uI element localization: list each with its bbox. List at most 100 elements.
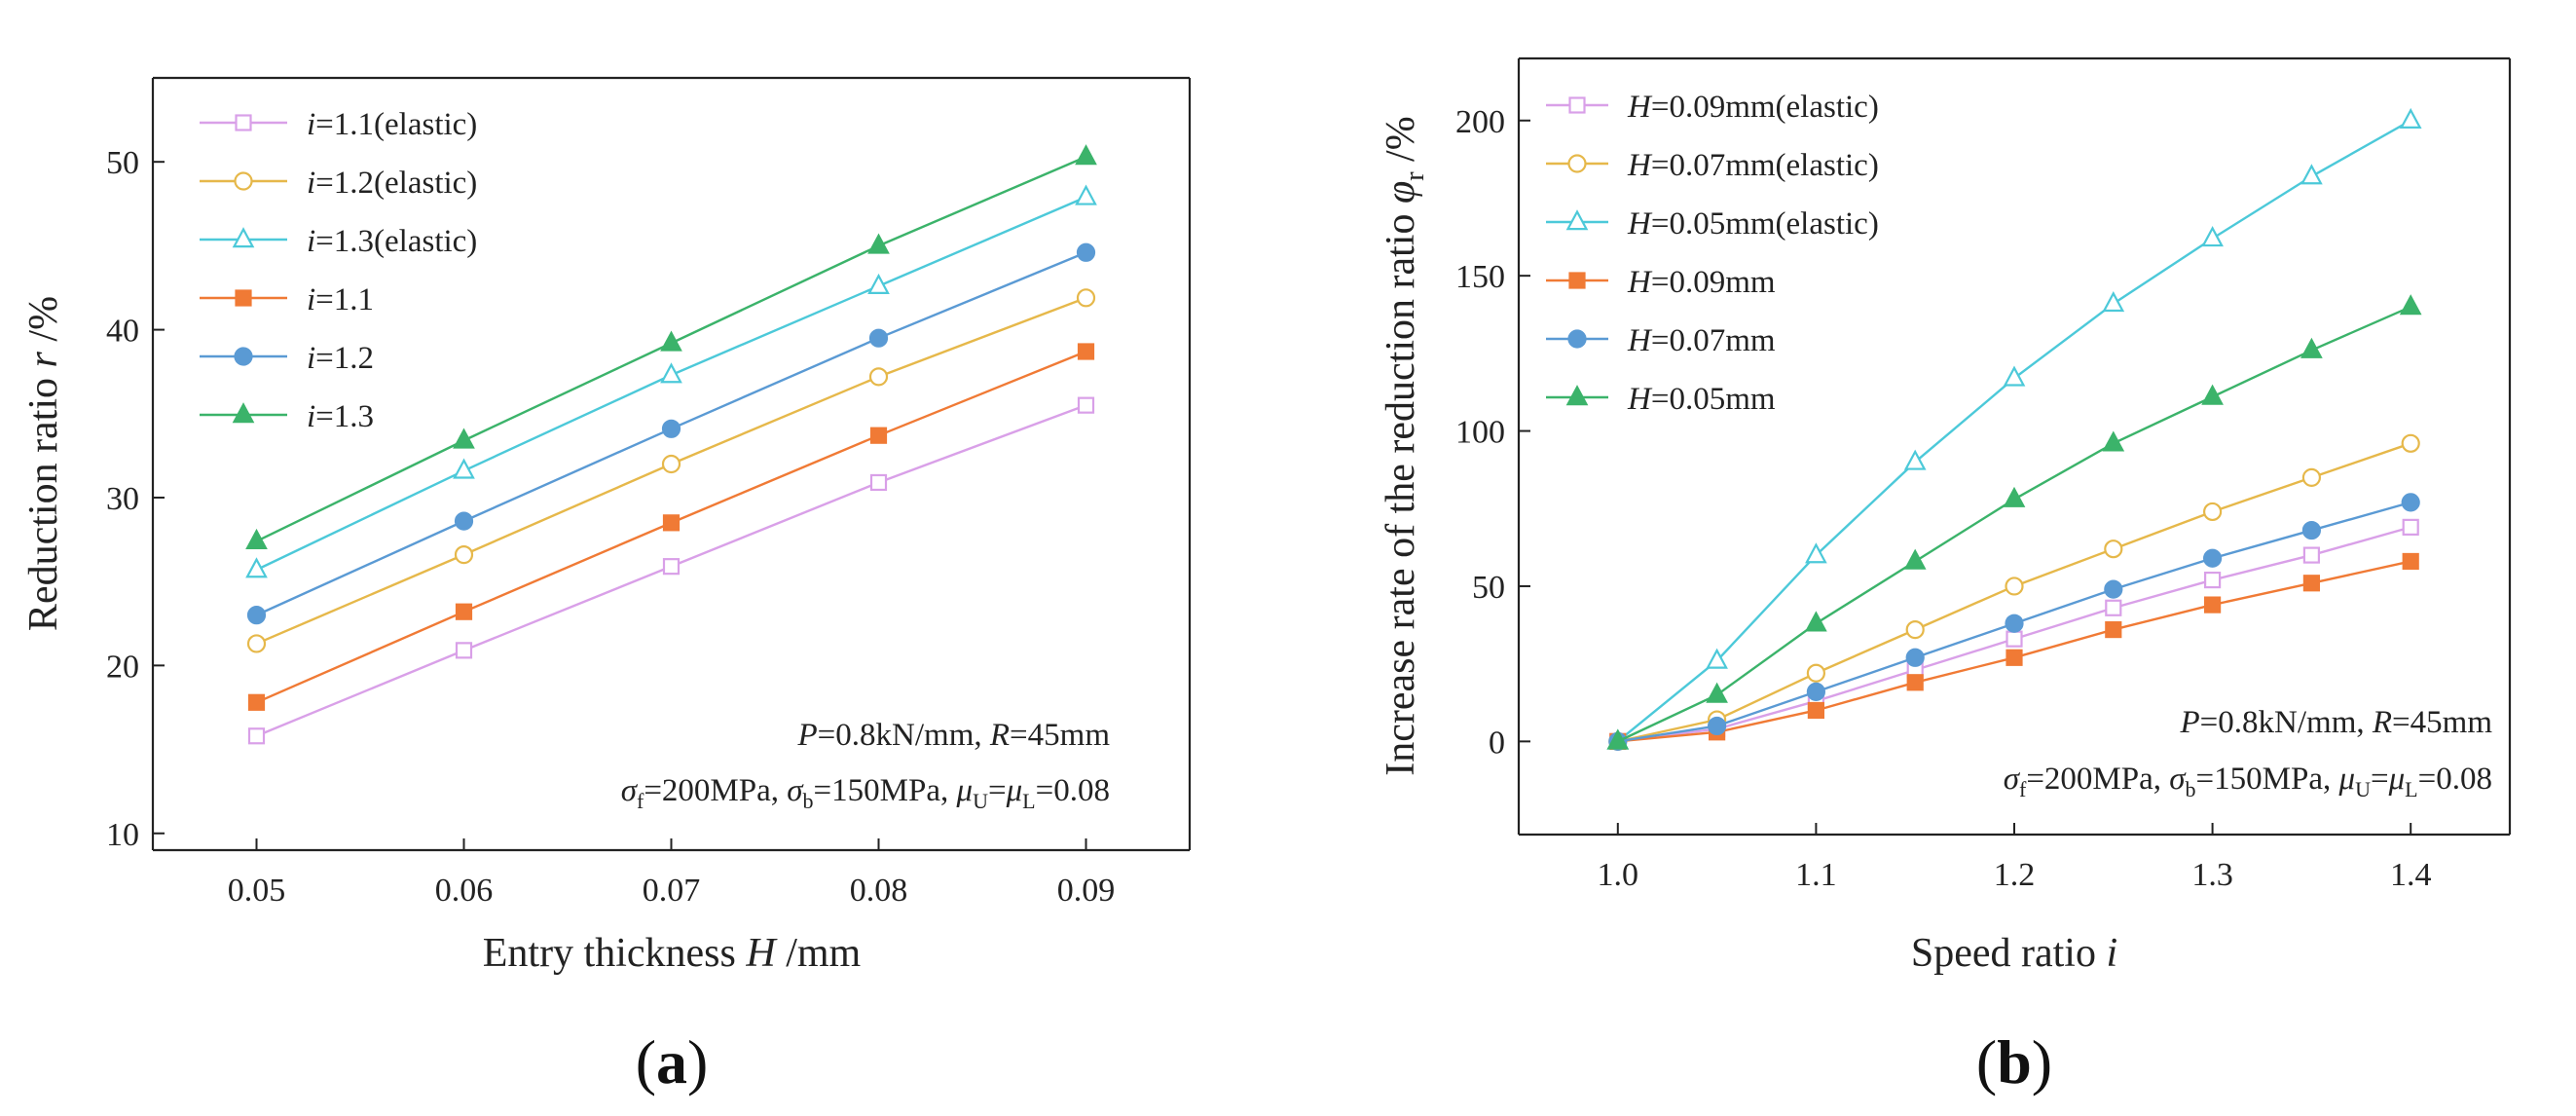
- legend-swatch-marker: [232, 227, 255, 248]
- data-point: [868, 328, 889, 348]
- data-point: [455, 642, 473, 659]
- data-point: [867, 273, 890, 295]
- data-point: [868, 367, 889, 387]
- legend-label-rest: =0.05mm: [1651, 382, 1776, 417]
- series-2: [245, 184, 1097, 578]
- data-point: [1075, 184, 1097, 205]
- data-point: [1905, 619, 1925, 640]
- legend-item: i=1.1: [200, 282, 374, 317]
- series-4: [1608, 493, 2420, 751]
- data-point: [1805, 542, 1827, 564]
- data-point: [2003, 486, 2026, 507]
- legend-label-var: H: [1627, 206, 1653, 242]
- series-0: [247, 396, 1095, 745]
- chart-a-x-ticks: 0.05 0.06 0.07 0.08 0.09: [228, 838, 1115, 909]
- svg-text:i=1.1: i=1.1: [307, 282, 374, 317]
- data-point: [2301, 520, 2321, 540]
- legend-label-var: H: [1627, 90, 1653, 125]
- data-point: [1903, 449, 1927, 470]
- data-point: [869, 427, 888, 444]
- data-point: [2302, 575, 2320, 592]
- legend-item: i=1.3(elastic): [200, 224, 477, 259]
- legend-label-var: i: [307, 107, 315, 142]
- data-point: [2105, 620, 2122, 639]
- data-point: [869, 473, 888, 492]
- data-point: [661, 419, 681, 438]
- legend-item: i=1.3: [200, 399, 374, 434]
- data-point: [2399, 294, 2422, 316]
- series-5: [1606, 294, 2422, 750]
- x-tick-label: 1.4: [2390, 857, 2432, 893]
- data-point: [1806, 663, 1826, 683]
- series-4: [246, 242, 1096, 625]
- legend-item: H=0.09mm: [1546, 265, 1776, 300]
- data-point: [2401, 433, 2420, 453]
- legend-item: i=1.1(elastic): [200, 107, 477, 142]
- y-tick-label: 40: [106, 314, 139, 350]
- data-point: [2005, 577, 2024, 596]
- x-tick-label: 0.08: [850, 873, 908, 909]
- y-tick-label: 200: [1455, 104, 1505, 140]
- data-point: [2402, 552, 2419, 571]
- data-point: [1905, 648, 1925, 667]
- legend-swatch-marker: [234, 171, 253, 191]
- svg-text:i=1.3: i=1.3: [307, 399, 374, 434]
- data-point: [1606, 728, 1630, 750]
- data-point: [246, 634, 267, 653]
- chart-a-annotation-line1: P=0.8kN/mm, R=45mm: [797, 718, 1111, 753]
- x-tick-label: 1.2: [1994, 857, 2036, 893]
- data-point: [2399, 107, 2422, 129]
- legend-swatch-marker: [1568, 272, 1586, 289]
- legend-label-var: H: [1627, 323, 1653, 358]
- legend-label-rest: =0.07mm(elastic): [1651, 148, 1879, 183]
- y-tick-label: 50: [106, 145, 139, 181]
- legend-swatch-marker: [1565, 385, 1589, 406]
- chart-a-panel-label: (a): [636, 1027, 709, 1097]
- data-point: [2401, 493, 2420, 512]
- data-point: [1806, 682, 1826, 701]
- legend-swatch-marker: [1567, 329, 1587, 349]
- data-point: [246, 606, 267, 625]
- legend-label-var: H: [1627, 265, 1653, 300]
- svg-text:H=0.09mm(elastic): H=0.09mm(elastic): [1627, 90, 1879, 125]
- y-tick-label: 100: [1455, 415, 1505, 451]
- series-3: [247, 343, 1095, 711]
- x-tick-label: 1.3: [2191, 857, 2233, 893]
- legend-label-var: i: [307, 399, 315, 434]
- legend-item: H=0.05mm(elastic): [1546, 206, 1879, 242]
- series-5: [245, 144, 1097, 550]
- legend-label-var: H: [1627, 148, 1653, 183]
- data-point: [1805, 611, 1827, 632]
- data-point: [453, 428, 475, 449]
- legend-swatch-marker: [1565, 209, 1589, 231]
- data-point: [2204, 596, 2222, 614]
- legend-swatch-marker: [234, 347, 253, 366]
- svg-text:H=0.09mm: H=0.09mm: [1627, 265, 1776, 300]
- legend-label-var: i: [307, 282, 315, 317]
- y-tick-label: 50: [1472, 570, 1505, 606]
- chart-a-annotation-line2: σf=200MPa, σb=150MPa, μU=μL=0.08: [621, 773, 1110, 813]
- legend-swatch-marker: [232, 402, 255, 424]
- data-point: [2201, 226, 2224, 247]
- svg-text:H=0.07mm: H=0.07mm: [1627, 323, 1776, 358]
- chart-b-annotation-line1: P=0.8kN/mm, R=45mm: [2180, 705, 2493, 740]
- data-point: [660, 362, 682, 384]
- data-point: [2105, 599, 2122, 616]
- x-tick-label: 1.0: [1598, 857, 1639, 893]
- legend-label-var: i: [307, 224, 315, 259]
- data-point: [2204, 571, 2222, 589]
- legend-label-var: i: [307, 341, 315, 376]
- svg-text:H=0.05mm(elastic): H=0.05mm(elastic): [1627, 206, 1879, 242]
- y-tick-label: 150: [1455, 259, 1505, 295]
- chart-b-x-ticks: 1.0 1.1 1.2 1.3 1.4: [1598, 823, 2432, 893]
- data-point: [1076, 242, 1096, 262]
- y-tick-label: 30: [106, 481, 139, 517]
- y-tick-label: 20: [106, 649, 139, 685]
- data-point: [662, 558, 681, 576]
- legend-item: H=0.09mm(elastic): [1546, 90, 1879, 125]
- data-point: [245, 528, 268, 550]
- svg-text:i=1.2: i=1.2: [307, 341, 374, 376]
- data-point: [453, 458, 475, 479]
- data-point: [2104, 579, 2123, 599]
